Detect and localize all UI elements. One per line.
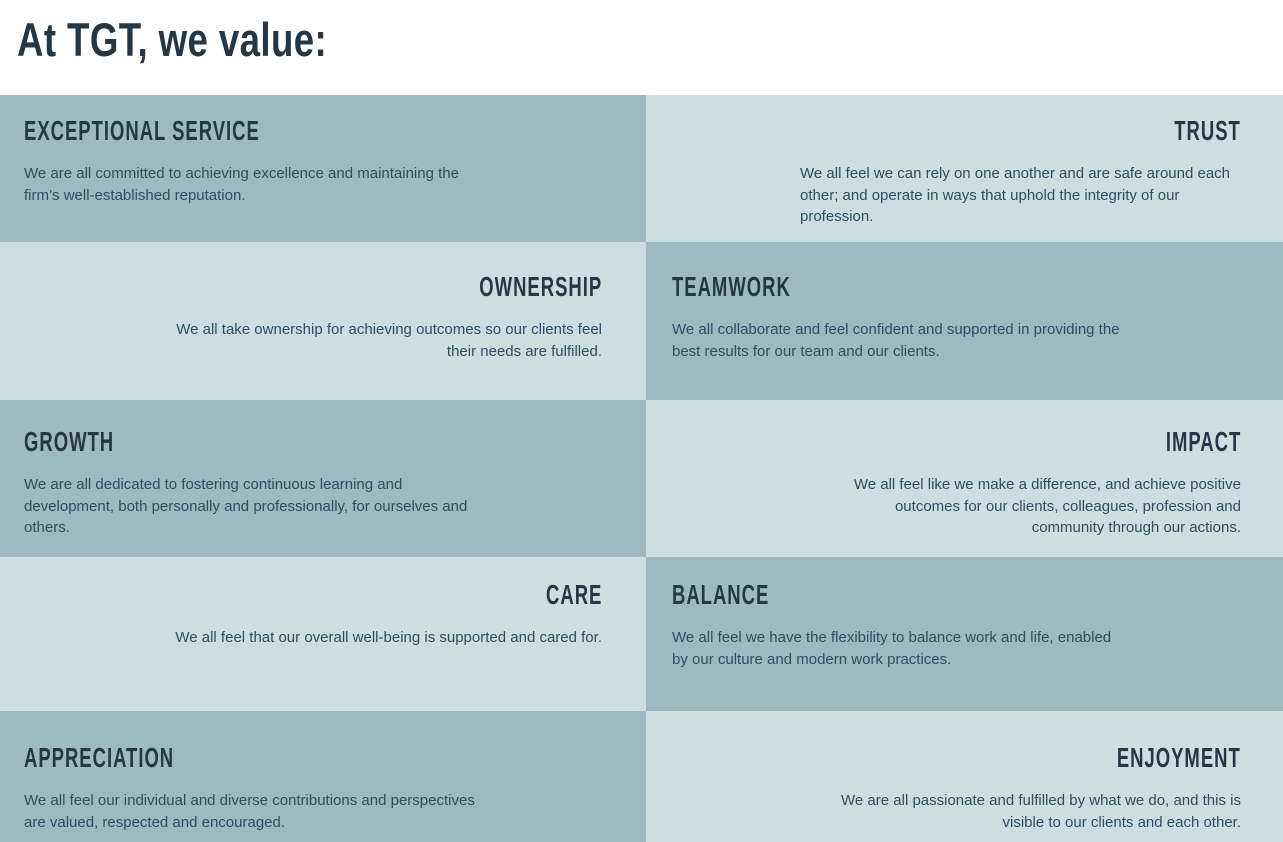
value-card-description: We are all passionate and fulfilled by w… (841, 792, 1241, 831)
value-card-title: IMPACT (1165, 426, 1241, 457)
value-card-description: We all feel our individual and diverse c… (24, 792, 475, 831)
page-header: At TGT, we value: (0, 0, 1283, 95)
value-card-care: CARE We all feel that our overall well-b… (0, 557, 646, 711)
value-card-description: We all feel we have the flexibility to b… (672, 629, 1112, 668)
value-card-trust: TRUST We all feel we can rely on one ano… (646, 95, 1283, 242)
value-card-description: We are all committed to achieving excell… (24, 165, 459, 204)
value-card-title: BALANCE (672, 579, 770, 610)
values-grid: EXCEPTIONAL SERVICE We are all committed… (0, 95, 1283, 842)
value-card-teamwork: TEAMWORK We all collaborate and feel con… (646, 242, 1283, 400)
value-card-title: TEAMWORK (672, 271, 791, 302)
value-card-title: CARE (545, 579, 602, 610)
value-card-title: TRUST (1174, 115, 1241, 146)
value-card-balance: BALANCE We all feel we have the flexibil… (646, 557, 1283, 711)
value-card-description: We all feel that our overall well-being … (175, 629, 602, 646)
value-card-title: EXCEPTIONAL SERVICE (24, 115, 260, 146)
value-card-appreciation: APPRECIATION We all feel our individual … (0, 711, 646, 842)
value-card-description: We all feel we can rely on one another a… (800, 165, 1231, 225)
value-card-title: OWNERSHIP (479, 271, 602, 302)
value-card-title: APPRECIATION (24, 742, 175, 773)
value-card-enjoyment: ENJOYMENT We are all passionate and fulf… (646, 711, 1283, 842)
value-card-exceptional-service: EXCEPTIONAL SERVICE We are all committed… (0, 95, 646, 242)
value-card-growth: GROWTH We are all dedicated to fostering… (0, 400, 646, 557)
value-card-description: We are all dedicated to fostering contin… (24, 476, 468, 536)
value-card-title: GROWTH (24, 426, 115, 457)
page-title-text: At TGT, we value: (17, 13, 328, 66)
value-card-ownership: OWNERSHIP We all take ownership for achi… (0, 242, 646, 400)
value-card-description: We all collaborate and feel confident an… (672, 321, 1120, 360)
page-title: At TGT, we value: (17, 13, 1283, 72)
value-card-description: We all feel like we make a difference, a… (853, 476, 1241, 536)
value-card-impact: IMPACT We all feel like we make a differ… (646, 400, 1283, 557)
value-card-description: We all take ownership for achieving outc… (176, 321, 602, 360)
value-card-title: ENJOYMENT (1117, 742, 1241, 773)
